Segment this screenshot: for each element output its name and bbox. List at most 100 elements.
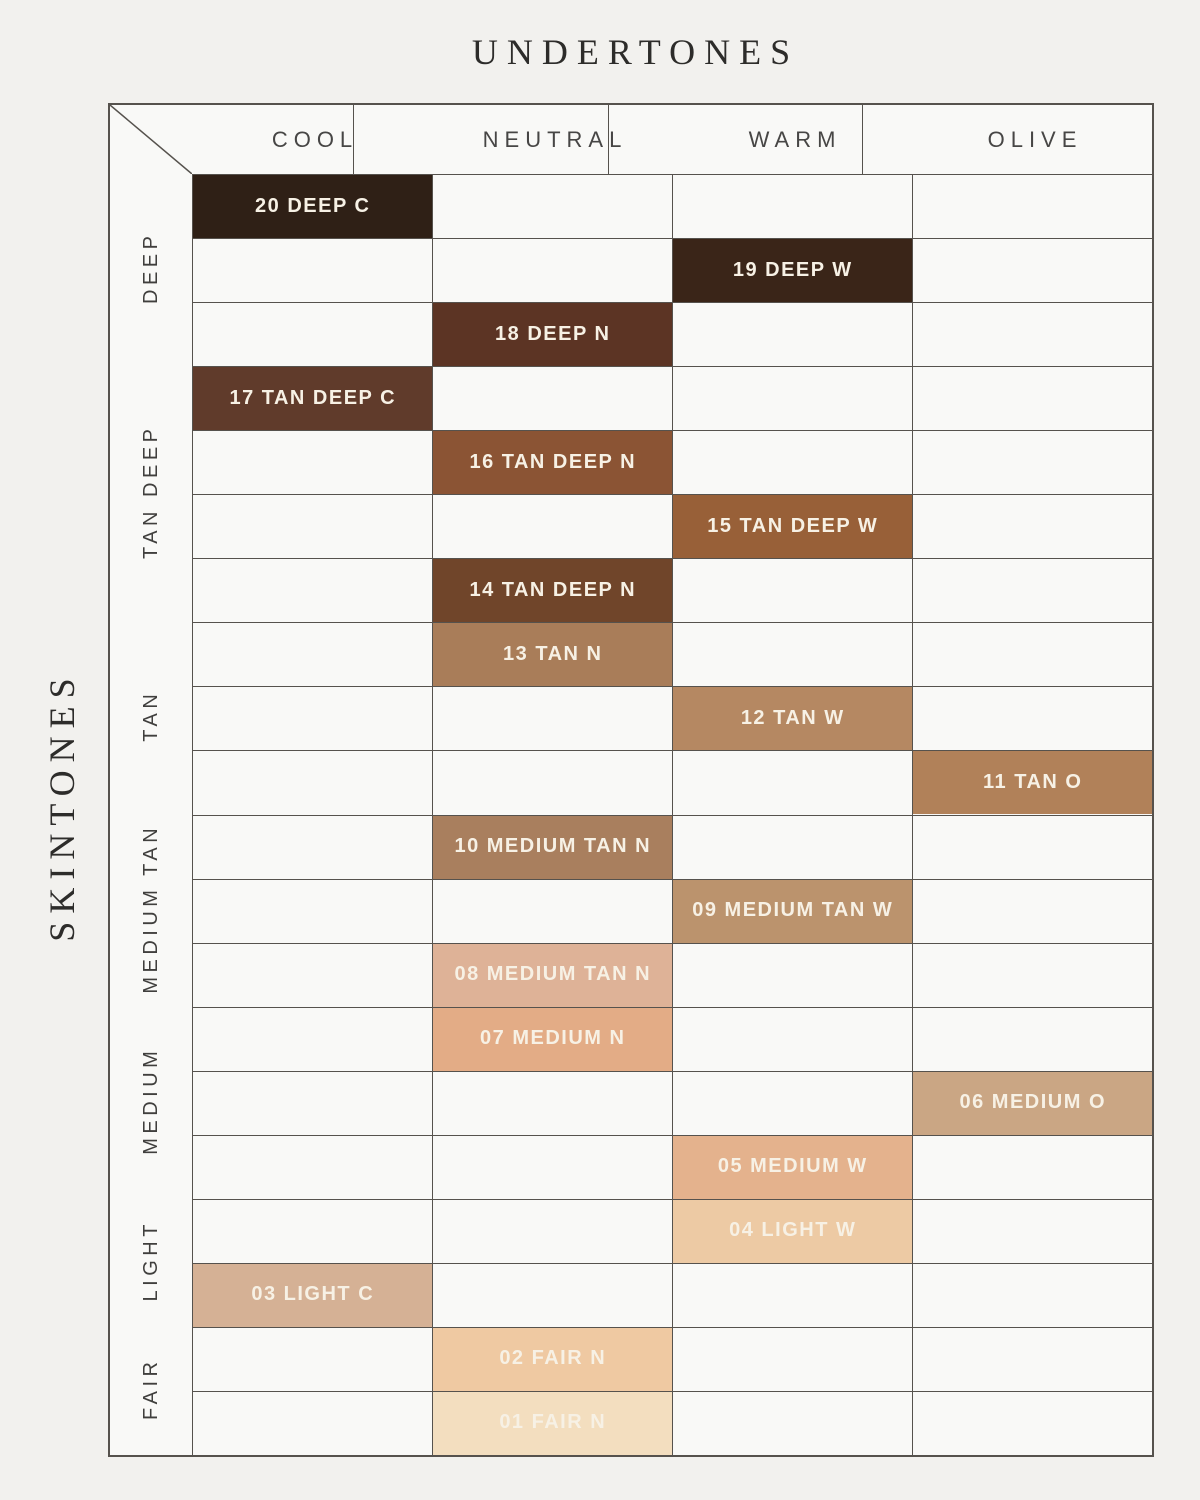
grid-cell-r2-olive [912, 238, 1152, 302]
header-separator-line [862, 105, 863, 174]
grid-cell-r10-warm [672, 750, 912, 814]
grid-cell-r11-warm [672, 815, 912, 879]
shade-swatch-09-medium-tan-w: 09 MEDIUM TAN W [672, 878, 912, 943]
grid-cell-r16-neutral [432, 1135, 672, 1199]
grid-cell-r5-olive [912, 430, 1152, 494]
shade-label: 02 FAIR N [499, 1347, 607, 1370]
shade-label: 13 TAN N [503, 642, 603, 665]
shade-label: 11 TAN O [983, 770, 1083, 793]
grid-line-vertical [672, 174, 673, 1455]
skintone-group-label-fair: FAIR [140, 1357, 162, 1420]
shade-swatch-08-medium-tan-n: 08 MEDIUM TAN N [432, 942, 672, 1007]
column-header-neutral: NEUTRAL [482, 127, 628, 152]
grid-cell-r19-olive [912, 1327, 1152, 1391]
grid-cell-r19-cool [192, 1327, 432, 1391]
header-separator-line [608, 105, 609, 174]
grid-cell-r7-olive [912, 558, 1152, 622]
grid-cell-r3-olive [912, 302, 1152, 366]
grid-cell-r14-cool [192, 1007, 432, 1071]
grid-line-vertical [912, 174, 913, 1455]
grid-cell-r20-olive [912, 1391, 1152, 1455]
grid-cell-r4-olive [912, 366, 1152, 430]
shade-swatch-16-tan-deep-n: 16 TAN DEEP N [432, 430, 672, 495]
shade-swatch-13-tan-n: 13 TAN N [432, 622, 672, 687]
grid-cell-r10-cool [192, 750, 432, 814]
grid-cell-r9-neutral [432, 686, 672, 750]
grid-cell-r15-neutral [432, 1071, 672, 1135]
shade-label: 03 LIGHT C [251, 1283, 375, 1306]
grid-cell-r1-neutral [432, 174, 672, 238]
grid-cell-r8-warm [672, 622, 912, 686]
corner-diagonal-line [110, 105, 192, 174]
grid-cell-r13-warm [672, 943, 912, 1007]
shade-swatch-11-tan-o: 11 TAN O [912, 750, 1152, 815]
grid-cell-r13-cool [192, 943, 432, 1007]
shade-swatch-03-light-c: 03 LIGHT C [192, 1262, 432, 1327]
grid-cell-r9-cool [192, 686, 432, 750]
skintones-axis-title: SKINTONES [42, 670, 82, 942]
grid-cell-r6-cool [192, 494, 432, 558]
grid-cell-r17-neutral [432, 1199, 672, 1263]
grid-cell-r2-neutral [432, 238, 672, 302]
shade-label: 15 TAN DEEP W [707, 514, 879, 537]
column-header-cool: COOL [271, 127, 359, 152]
grid-cell-r12-neutral [432, 879, 672, 943]
grid-cell-r7-warm [672, 558, 912, 622]
grid-cell-r18-warm [672, 1263, 912, 1327]
label-column-divider [192, 174, 193, 1455]
grid-cell-r17-cool [192, 1199, 432, 1263]
grid-cell-r12-olive [912, 879, 1152, 943]
grid-cell-r5-warm [672, 430, 912, 494]
shade-label: 04 LIGHT W [729, 1219, 857, 1242]
shade-label: 14 TAN DEEP N [469, 578, 637, 601]
shade-swatch-15-tan-deep-w: 15 TAN DEEP W [672, 494, 912, 559]
shade-swatch-20-deep-c: 20 DEEP C [192, 174, 432, 239]
grid-cell-r15-warm [672, 1071, 912, 1135]
shade-label: 20 DEEP C [255, 194, 371, 217]
grid-cell-r10-neutral [432, 750, 672, 814]
grid-cell-r1-warm [672, 174, 912, 238]
shade-swatch-19-deep-w: 19 DEEP W [672, 238, 912, 303]
shade-label: 07 MEDIUM N [480, 1027, 626, 1050]
grid-cell-r4-neutral [432, 366, 672, 430]
grid-cell-r11-cool [192, 815, 432, 879]
shade-swatch-01-fair-n: 01 FAIR N [432, 1390, 672, 1455]
grid-cell-r9-olive [912, 686, 1152, 750]
grid-cell-r11-olive [912, 815, 1152, 879]
grid-cell-r17-olive [912, 1199, 1152, 1263]
grid-cell-r18-olive [912, 1263, 1152, 1327]
column-header-warm: WARM [748, 127, 842, 152]
shade-swatch-18-deep-n: 18 DEEP N [432, 302, 672, 367]
grid-cell-r20-cool [192, 1391, 432, 1455]
grid-cell-r4-warm [672, 366, 912, 430]
grid-cell-r16-cool [192, 1135, 432, 1199]
shade-label: 09 MEDIUM TAN W [692, 899, 894, 922]
shade-swatch-10-medium-tan-n: 10 MEDIUM TAN N [432, 814, 672, 879]
shade-label: 16 TAN DEEP N [469, 450, 637, 473]
grid-cell-r16-olive [912, 1135, 1152, 1199]
skintone-group-label-tan: TAN [140, 690, 163, 743]
grid-cell-r20-warm [672, 1391, 912, 1455]
grid-cell-r15-cool [192, 1071, 432, 1135]
skintone-group-label-medium-tan: MEDIUM TAN [140, 823, 163, 994]
shade-label: 18 DEEP N [495, 322, 611, 345]
shade-label: 01 FAIR N [499, 1411, 607, 1434]
shade-swatch-07-medium-n: 07 MEDIUM N [432, 1006, 672, 1071]
shade-label: 05 MEDIUM W [717, 1155, 868, 1178]
grid-cell-r7-cool [192, 558, 432, 622]
skintone-group-label-deep: DEEP [140, 231, 163, 305]
grid-cell-r8-cool [192, 622, 432, 686]
grid-cell-r3-warm [672, 302, 912, 366]
grid-cell-r6-olive [912, 494, 1152, 558]
column-header-olive: OLIVE [987, 127, 1083, 152]
shade-label: 12 TAN W [740, 706, 845, 729]
grid-cell-r19-warm [672, 1327, 912, 1391]
grid-cell-r2-cool [192, 238, 432, 302]
shade-swatch-04-light-w: 04 LIGHT W [672, 1198, 912, 1263]
grid-cell-r14-warm [672, 1007, 912, 1071]
shade-swatch-06-medium-o: 06 MEDIUM O [912, 1070, 1152, 1135]
grid-cell-r8-olive [912, 622, 1152, 686]
grid-cell-r1-olive [912, 174, 1152, 238]
grid-cell-r18-neutral [432, 1263, 672, 1327]
